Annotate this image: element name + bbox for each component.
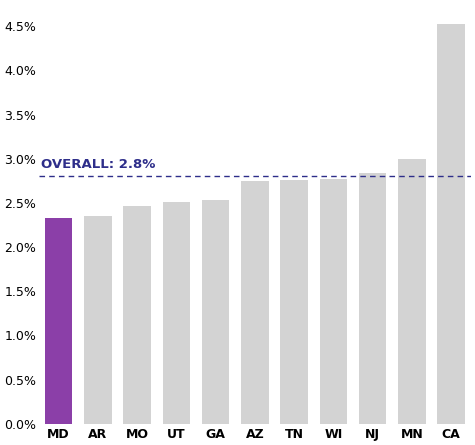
Bar (241, 181, 269, 424)
Bar (84, 216, 112, 424)
Bar (320, 179, 347, 424)
Bar (398, 159, 426, 424)
Bar (202, 200, 229, 424)
Bar (45, 218, 72, 424)
Bar (437, 24, 465, 424)
Text: OVERALL: 2.8%: OVERALL: 2.8% (41, 158, 155, 171)
Bar (124, 206, 151, 424)
Bar (162, 202, 190, 424)
Bar (280, 180, 308, 424)
Bar (359, 173, 387, 424)
